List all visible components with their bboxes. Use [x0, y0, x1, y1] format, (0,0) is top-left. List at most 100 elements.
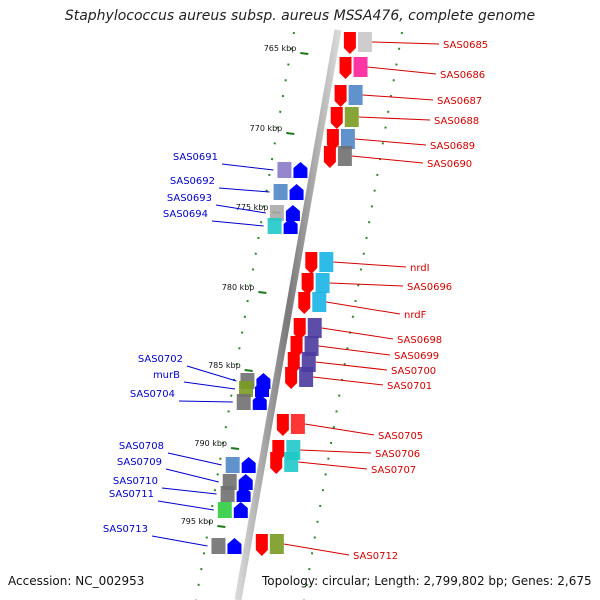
- reverse-gene-arrow: [236, 486, 251, 502]
- forward-gene-feature[interactable]: [326, 129, 355, 151]
- reverse-gene-label[interactable]: SAS0709: [117, 457, 162, 468]
- reverse-gene-label[interactable]: SAS0694: [163, 209, 208, 220]
- forward-gene-arrow: [343, 32, 356, 54]
- forward-gene-label[interactable]: SAS0700: [391, 366, 436, 377]
- reverse-gene-arrow: [285, 205, 300, 221]
- reverse-gene-feature[interactable]: [269, 205, 300, 221]
- reverse-gene-feature[interactable]: [220, 486, 251, 502]
- forward-gene-feature[interactable]: [298, 292, 327, 314]
- forward-gene-block: [344, 107, 359, 127]
- forward-gene-block: [304, 336, 319, 356]
- forward-gene-label[interactable]: SAS0698: [397, 335, 442, 346]
- forward-gene-label[interactable]: SAS0712: [353, 551, 398, 562]
- forward-gene-block: [312, 292, 327, 312]
- reverse-label-leader: [157, 500, 214, 511]
- forward-gene-feature[interactable]: [270, 452, 299, 474]
- reverse-label-leader: [151, 535, 208, 547]
- reverse-gene-label[interactable]: SAS0711: [109, 489, 154, 500]
- forward-gene-feature[interactable]: [285, 367, 314, 389]
- reverse-label-leader: [165, 468, 219, 483]
- kbp-tick-label: 785 kbp: [208, 361, 241, 370]
- forward-gene-label[interactable]: SAS0688: [434, 116, 479, 127]
- reverse-gene-arrow: [289, 184, 304, 200]
- forward-gene-feature[interactable]: [330, 107, 359, 129]
- kbp-tick-mark: [217, 525, 226, 528]
- reverse-gene-label[interactable]: SAS0692: [170, 176, 215, 187]
- reverse-gene-label[interactable]: SAS0708: [119, 441, 164, 452]
- forward-gene-label[interactable]: nrdF: [404, 310, 427, 321]
- forward-label-leader: [300, 449, 372, 454]
- forward-label-leader: [298, 461, 368, 470]
- forward-gene-label[interactable]: SAS0690: [427, 159, 472, 170]
- forward-gene-block: [337, 146, 352, 166]
- reverse-gene-feature[interactable]: [267, 218, 298, 234]
- forward-gene-feature[interactable]: [334, 85, 363, 107]
- forward-label-leader: [318, 345, 391, 356]
- reverse-gene-label[interactable]: SAS0693: [167, 193, 212, 204]
- reverse-gene-block: [269, 205, 284, 221]
- forward-gene-block: [315, 273, 330, 293]
- forward-gene-feature[interactable]: [293, 318, 322, 340]
- forward-gene-arrow: [326, 129, 339, 151]
- reverse-gene-label[interactable]: murB: [153, 370, 180, 381]
- reverse-gene-arrow: [283, 218, 298, 234]
- reverse-gene-arrow: [252, 394, 267, 410]
- reverse-label-leader: [167, 452, 222, 466]
- reverse-gene-feature[interactable]: [239, 381, 270, 397]
- reverse-gene-block: [236, 394, 251, 410]
- forward-gene-label[interactable]: SAS0686: [440, 70, 485, 81]
- forward-gene-block: [290, 414, 305, 434]
- forward-gene-feature[interactable]: [305, 252, 334, 274]
- forward-gene-feature[interactable]: [276, 414, 305, 436]
- reverse-gene-feature[interactable]: [236, 394, 267, 410]
- reverse-gene-feature[interactable]: [277, 162, 308, 178]
- forward-gene-label[interactable]: SAS0699: [394, 351, 439, 362]
- forward-label-leader: [371, 41, 440, 45]
- kbp-tick-mark: [230, 447, 240, 450]
- forward-gene-feature[interactable]: [323, 146, 352, 168]
- forward-label-leader: [321, 327, 394, 340]
- forward-gene-feature[interactable]: [343, 32, 372, 54]
- reverse-label-leader: [221, 163, 274, 171]
- reverse-gene-block: [277, 162, 292, 178]
- kbp-tick-mark: [286, 132, 295, 135]
- reverse-gene-label[interactable]: SAS0713: [103, 524, 148, 535]
- reverse-gene-arrow: [293, 162, 308, 178]
- reverse-gene-feature[interactable]: [225, 457, 256, 473]
- forward-gene-feature[interactable]: [339, 57, 368, 79]
- reverse-label-leader: [218, 187, 270, 193]
- reverse-gene-feature[interactable]: [217, 502, 248, 518]
- forward-gene-feature[interactable]: [255, 534, 284, 556]
- forward-label-leader: [367, 66, 437, 75]
- reverse-gene-block: [211, 538, 226, 554]
- reverse-gene-feature[interactable]: [273, 184, 304, 200]
- reverse-gene-label[interactable]: SAS0704: [130, 389, 175, 400]
- forward-gene-label[interactable]: SAS0706: [375, 449, 420, 460]
- reverse-gene-label[interactable]: SAS0691: [173, 152, 218, 163]
- reverse-label-leader: [211, 220, 264, 227]
- forward-gene-label[interactable]: SAS0689: [430, 141, 475, 152]
- forward-label-leader: [329, 282, 404, 287]
- forward-gene-label[interactable]: SAS0696: [407, 282, 452, 293]
- genome-stats-label: Topology: circular; Length: 2,799,802 bp…: [262, 574, 592, 588]
- forward-label-leader: [326, 301, 401, 315]
- reverse-gene-label[interactable]: SAS0710: [113, 476, 158, 487]
- forward-gene-arrow: [285, 367, 298, 389]
- forward-label-leader: [313, 376, 384, 386]
- forward-gene-label[interactable]: SAS0687: [437, 96, 482, 107]
- forward-gene-label[interactable]: SAS0701: [387, 381, 432, 392]
- forward-gene-label[interactable]: nrdI: [410, 263, 430, 274]
- kbp-tick-label: 795 kbp: [181, 517, 214, 526]
- forward-gene-label[interactable]: SAS0705: [378, 431, 423, 442]
- forward-gene-label[interactable]: SAS0707: [371, 465, 416, 476]
- page-title: Staphylococcus aureus subsp. aureus MSSA…: [64, 8, 536, 24]
- forward-gene-label[interactable]: SAS0685: [443, 40, 488, 51]
- reverse-gene-label[interactable]: SAS0702: [138, 354, 183, 365]
- reverse-gene-arrow: [241, 457, 256, 473]
- forward-gene-arrow: [298, 292, 311, 314]
- forward-gene-feature[interactable]: [301, 273, 330, 295]
- reverse-label-leader: [215, 204, 266, 214]
- accession-label: Accession: NC_002953: [8, 574, 145, 588]
- reverse-gene-feature[interactable]: [211, 538, 242, 554]
- kbp-tick-label: 765 kbp: [264, 44, 297, 53]
